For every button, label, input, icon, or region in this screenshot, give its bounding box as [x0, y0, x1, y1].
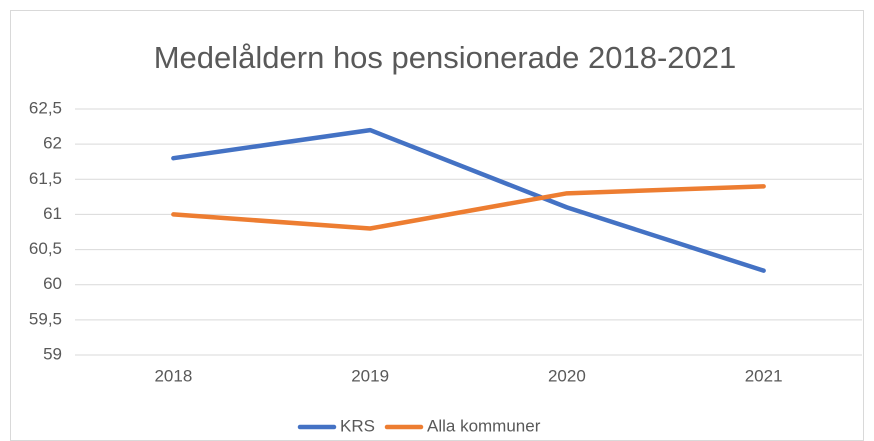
- y-tick-label: 59: [43, 344, 62, 363]
- chart-frame: [10, 10, 864, 441]
- y-tick-label: 61: [43, 204, 62, 223]
- x-tick-label: 2019: [351, 366, 389, 385]
- y-tick-label: 62,5: [29, 98, 62, 117]
- y-tick-label: 61,5: [29, 169, 62, 188]
- legend-label: Alla kommuner: [427, 416, 541, 435]
- x-tick-label: 2021: [745, 366, 783, 385]
- y-tick-label: 62: [43, 134, 62, 153]
- legend-label: KRS: [340, 416, 375, 435]
- series-line: [171, 184, 766, 231]
- y-tick-label: 60: [43, 274, 62, 293]
- y-tick-label: 59,5: [29, 309, 62, 328]
- series-line: [171, 127, 766, 273]
- x-tick-label: 2020: [548, 366, 586, 385]
- chart-title: Medelåldern hos pensionerade 2018-2021: [154, 40, 737, 75]
- y-tick-label: 60,5: [29, 239, 62, 258]
- x-tick-label: 2018: [154, 366, 192, 385]
